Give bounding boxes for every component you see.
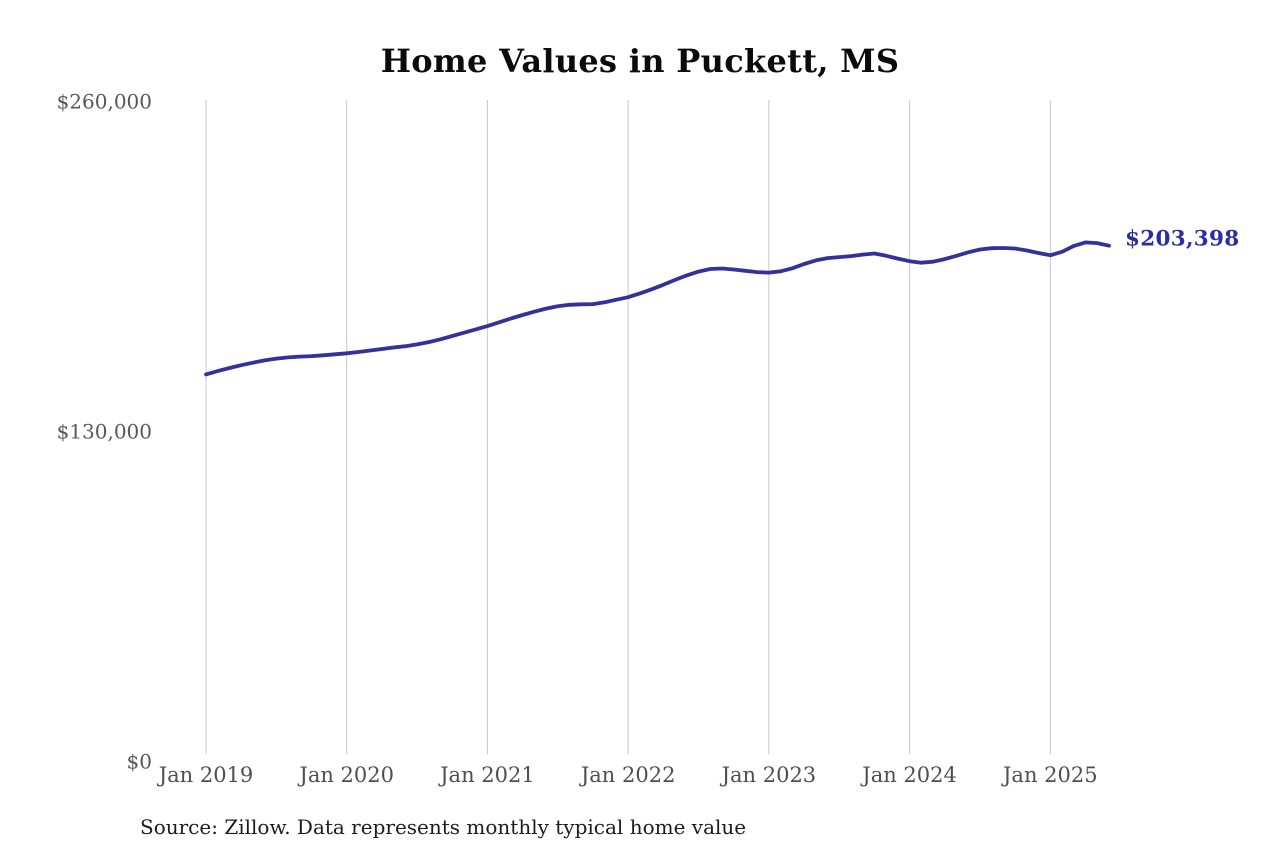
x-tick-label: Jan 2021 bbox=[440, 763, 535, 787]
x-tick-label: Jan 2022 bbox=[580, 763, 676, 787]
home-value-series-line bbox=[204, 240, 1111, 377]
source-note: Source: Zillow. Data represents monthly … bbox=[140, 815, 747, 839]
y-tick-label: $260,000 bbox=[56, 89, 152, 114]
x-tick-label: Jan 2025 bbox=[1003, 763, 1098, 787]
x-tick-label: Jan 2020 bbox=[299, 763, 395, 787]
y-tick-label: $0 bbox=[126, 749, 152, 774]
x-tick-label: Jan 2024 bbox=[862, 763, 957, 787]
last-value-label: $203,398 bbox=[1124, 226, 1240, 252]
y-tick-label: $130,000 bbox=[56, 419, 152, 444]
x-tick-label: Jan 2023 bbox=[721, 763, 817, 787]
chart-title: Home Values in Puckett, MS bbox=[380, 42, 900, 80]
x-tick-label: Jan 2019 bbox=[158, 763, 254, 787]
